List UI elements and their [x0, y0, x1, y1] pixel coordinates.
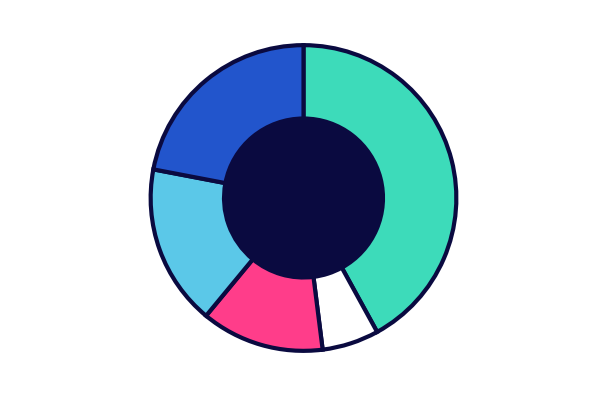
Wedge shape [151, 169, 253, 316]
Wedge shape [154, 45, 304, 183]
Wedge shape [313, 268, 377, 350]
Wedge shape [206, 259, 323, 351]
Circle shape [224, 118, 383, 278]
Wedge shape [304, 45, 456, 332]
